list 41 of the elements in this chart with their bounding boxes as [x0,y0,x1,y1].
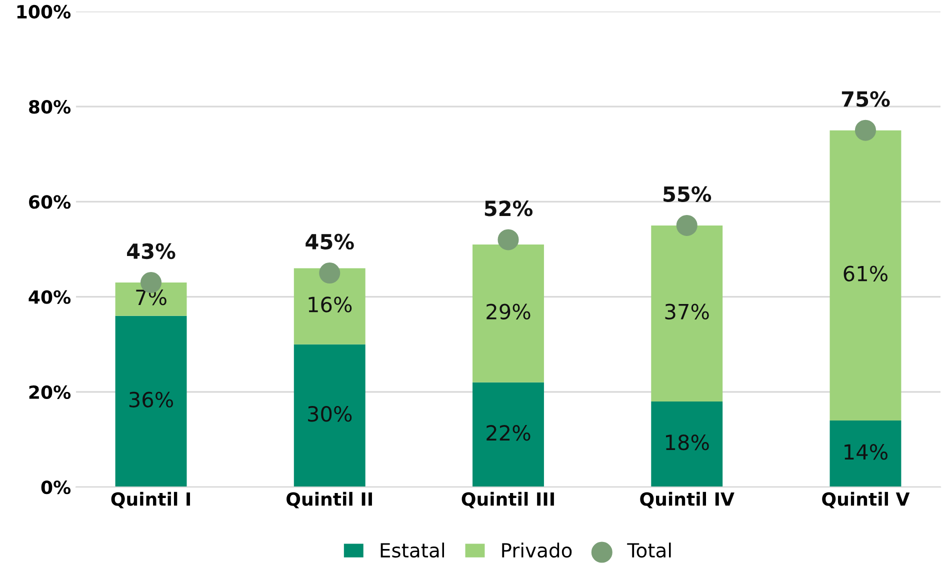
data-label: 36% [129,392,174,408]
data-label: 14% [844,444,888,460]
y-tick-label: 0% [41,480,71,494]
x-tick-label: Quintil III [462,492,554,508]
bar [651,225,723,402]
legend-label: Estatal [380,542,444,558]
data-label: 16% [308,296,352,312]
data-label: 52% [484,200,533,216]
data-label: 22% [486,425,530,441]
x-tick-label: Quintil V [822,492,910,508]
bar [830,420,902,488]
data-label: 18% [666,434,709,450]
legend-label: Total [627,542,671,558]
bar [294,344,366,488]
y-tick-label: 40% [28,290,71,304]
x-tick-label: Quintil II [286,492,372,508]
bar [472,244,544,382]
y-tick-label: 20% [29,385,71,400]
y-tick-label: 80% [29,100,71,114]
point [319,262,340,284]
data-label: 55% [664,186,712,202]
y-tick-label: 60% [29,195,71,209]
bar [294,268,366,344]
data-label: 61% [844,266,888,282]
x-tick-label: Quintil IV [640,492,734,508]
data-label: 75% [842,91,890,107]
point [498,229,519,250]
data-label: 29% [486,304,530,320]
bar [830,130,902,420]
data-label: 30% [308,406,352,422]
x-tick-label: Quintil I [111,492,190,508]
point [676,214,698,236]
bar [651,401,723,488]
data-label: 45% [306,234,354,250]
data-label: 37% [665,304,709,320]
bar [115,316,187,488]
legend-label: Privado [502,542,572,558]
data-label: 43% [127,243,176,260]
point [854,120,876,141]
y-tick-label: 100% [17,4,71,19]
bar [472,382,544,488]
